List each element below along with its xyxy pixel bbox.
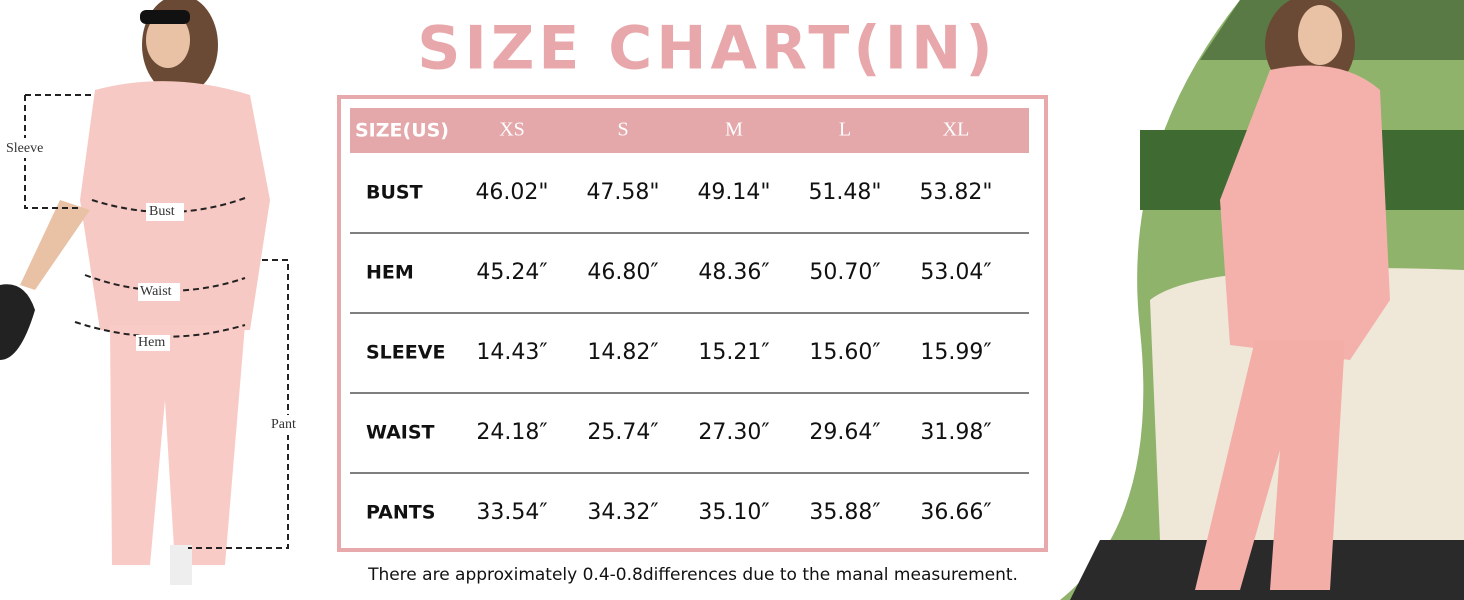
header-cell: SIZE(US) xyxy=(355,120,449,142)
header-cell: M xyxy=(725,119,743,141)
row-label: SLEEVE xyxy=(366,342,445,364)
cell: 29.64″ xyxy=(809,420,880,445)
header-cell: S xyxy=(617,119,628,141)
cell: 15.21″ xyxy=(698,340,769,365)
left-model-photo xyxy=(0,0,270,585)
row-label: PANTS xyxy=(366,502,435,524)
cell: 46.80″ xyxy=(587,260,658,285)
cell: 14.82″ xyxy=(587,340,658,365)
row-label: WAIST xyxy=(366,422,435,444)
cell: 33.54″ xyxy=(476,500,547,525)
measure-label: Pant xyxy=(271,417,296,432)
cell: 50.70″ xyxy=(809,260,880,285)
cell: 15.60″ xyxy=(809,340,880,365)
cell: 51.48" xyxy=(808,180,881,205)
cell: 31.98″ xyxy=(920,420,991,445)
measure-label: Waist xyxy=(140,284,172,299)
cell: 34.32″ xyxy=(587,500,658,525)
footnote: There are approximately 0.4-0.8differenc… xyxy=(367,565,1018,585)
table-header-band xyxy=(350,108,1029,153)
cell: 25.74″ xyxy=(587,420,658,445)
measure-label: Sleeve xyxy=(6,141,43,156)
cell: 45.24″ xyxy=(476,260,547,285)
table-border xyxy=(337,95,1048,552)
cell: 14.43″ xyxy=(476,340,547,365)
row-label: BUST xyxy=(366,182,423,204)
cell: 46.02" xyxy=(475,180,548,205)
measure-label: Hem xyxy=(138,335,165,350)
measure-label-backs xyxy=(2,138,308,435)
cell: 49.14" xyxy=(697,180,770,205)
cell: 53.04″ xyxy=(920,260,991,285)
cell: 47.58" xyxy=(586,180,659,205)
right-photo xyxy=(1060,0,1464,600)
cell: 48.36″ xyxy=(698,260,769,285)
cell: 15.99″ xyxy=(920,340,991,365)
header-cell: XL xyxy=(943,119,970,141)
measure-label: Bust xyxy=(149,204,175,219)
header-cell: XS xyxy=(499,119,525,141)
header-cell: L xyxy=(839,119,851,141)
cell: 35.10″ xyxy=(698,500,769,525)
cell: 36.66″ xyxy=(920,500,991,525)
row-label: HEM xyxy=(366,262,414,284)
title: SIZE CHART(IN) xyxy=(417,14,996,84)
cell: 35.88″ xyxy=(809,500,880,525)
cell: 53.82" xyxy=(919,180,992,205)
cell: 24.18″ xyxy=(476,420,547,445)
cell: 27.30″ xyxy=(698,420,769,445)
